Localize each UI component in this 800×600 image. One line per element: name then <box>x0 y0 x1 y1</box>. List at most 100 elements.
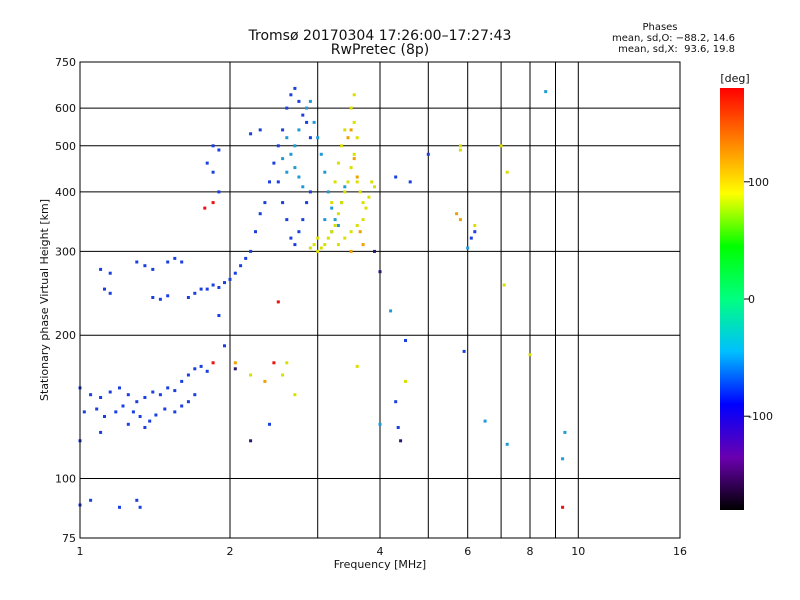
data-point <box>276 180 280 184</box>
data-point <box>330 206 334 210</box>
data-point <box>281 128 285 132</box>
data-point <box>223 344 226 348</box>
data-point <box>180 260 184 264</box>
y-tick-label: 600 <box>55 102 76 115</box>
data-point <box>285 361 289 365</box>
data-points <box>78 86 567 509</box>
data-point <box>297 128 301 132</box>
data-point <box>223 281 226 285</box>
data-point <box>316 236 320 240</box>
data-point <box>263 201 267 205</box>
data-point <box>336 161 340 165</box>
data-point <box>561 457 565 461</box>
data-point <box>249 132 253 136</box>
y-tick-label: 300 <box>55 245 76 258</box>
data-point <box>95 407 99 411</box>
data-point <box>118 386 121 390</box>
data-point <box>151 267 155 271</box>
y-tick-label: 100 <box>55 473 76 486</box>
data-point <box>355 180 359 184</box>
data-point <box>166 260 170 264</box>
colorbar-tick-label: 0 <box>748 293 755 306</box>
data-point <box>352 157 356 161</box>
data-point <box>211 361 215 365</box>
data-point <box>316 136 320 140</box>
phase-stats-title: Phases <box>642 22 678 33</box>
data-point <box>346 136 350 140</box>
data-point <box>135 498 139 502</box>
data-point <box>396 426 400 429</box>
data-point <box>99 396 103 399</box>
data-point <box>126 422 130 426</box>
data-point <box>301 185 305 189</box>
data-point <box>301 113 305 117</box>
data-point <box>293 166 297 170</box>
data-point <box>346 180 350 184</box>
data-point <box>108 271 112 275</box>
data-point <box>389 309 393 313</box>
data-point <box>244 256 248 260</box>
data-point <box>193 367 197 371</box>
data-point <box>399 439 403 443</box>
data-point <box>308 190 312 194</box>
data-point <box>319 152 323 156</box>
data-point <box>272 361 276 365</box>
x-axis-label: Frequency [MHz] <box>334 558 426 571</box>
data-point <box>199 287 203 291</box>
data-point <box>217 190 221 194</box>
data-point <box>126 393 130 397</box>
data-point <box>355 136 359 140</box>
data-point <box>293 86 297 90</box>
data-point <box>173 256 177 260</box>
data-point <box>458 148 462 152</box>
data-point <box>193 291 197 295</box>
data-point <box>143 264 147 268</box>
data-point <box>193 393 197 397</box>
data-point <box>199 364 203 368</box>
data-point <box>103 415 106 418</box>
data-point <box>316 249 320 253</box>
data-point <box>276 144 280 148</box>
data-point <box>330 201 334 205</box>
data-point <box>326 190 330 194</box>
data-point <box>505 442 509 446</box>
data-point <box>333 180 337 184</box>
data-point <box>333 218 337 222</box>
data-point <box>258 128 262 132</box>
data-point <box>180 379 184 383</box>
data-point <box>233 361 237 365</box>
data-point <box>352 152 356 156</box>
data-point <box>293 243 297 247</box>
data-point <box>312 120 316 124</box>
data-point <box>103 287 106 291</box>
y-tick-label: 750 <box>55 56 76 69</box>
colorbar: [deg] 100 0 -100 <box>720 72 773 510</box>
data-point <box>151 390 155 394</box>
data-point <box>289 236 293 240</box>
data-point <box>355 224 359 227</box>
data-point <box>211 201 215 205</box>
data-point <box>138 505 142 509</box>
data-point <box>99 267 103 271</box>
data-point <box>373 185 376 189</box>
data-point <box>99 430 103 434</box>
colorbar-gradient <box>720 88 744 510</box>
data-point <box>108 390 112 394</box>
data-point <box>323 170 327 174</box>
data-point <box>404 339 407 342</box>
data-point <box>355 364 359 368</box>
data-point <box>249 439 253 443</box>
data-point <box>186 400 190 404</box>
data-point <box>148 419 152 423</box>
data-point <box>343 236 347 240</box>
data-point <box>458 218 462 222</box>
y-axis-ticks: 75 100 200 300 400 500 600 750 <box>55 56 76 545</box>
data-point <box>158 393 162 397</box>
data-point <box>228 277 232 281</box>
data-point <box>233 367 237 371</box>
data-point <box>254 230 257 234</box>
data-point <box>333 224 337 227</box>
data-point <box>404 379 407 383</box>
data-point <box>426 152 430 156</box>
data-point <box>186 296 190 299</box>
